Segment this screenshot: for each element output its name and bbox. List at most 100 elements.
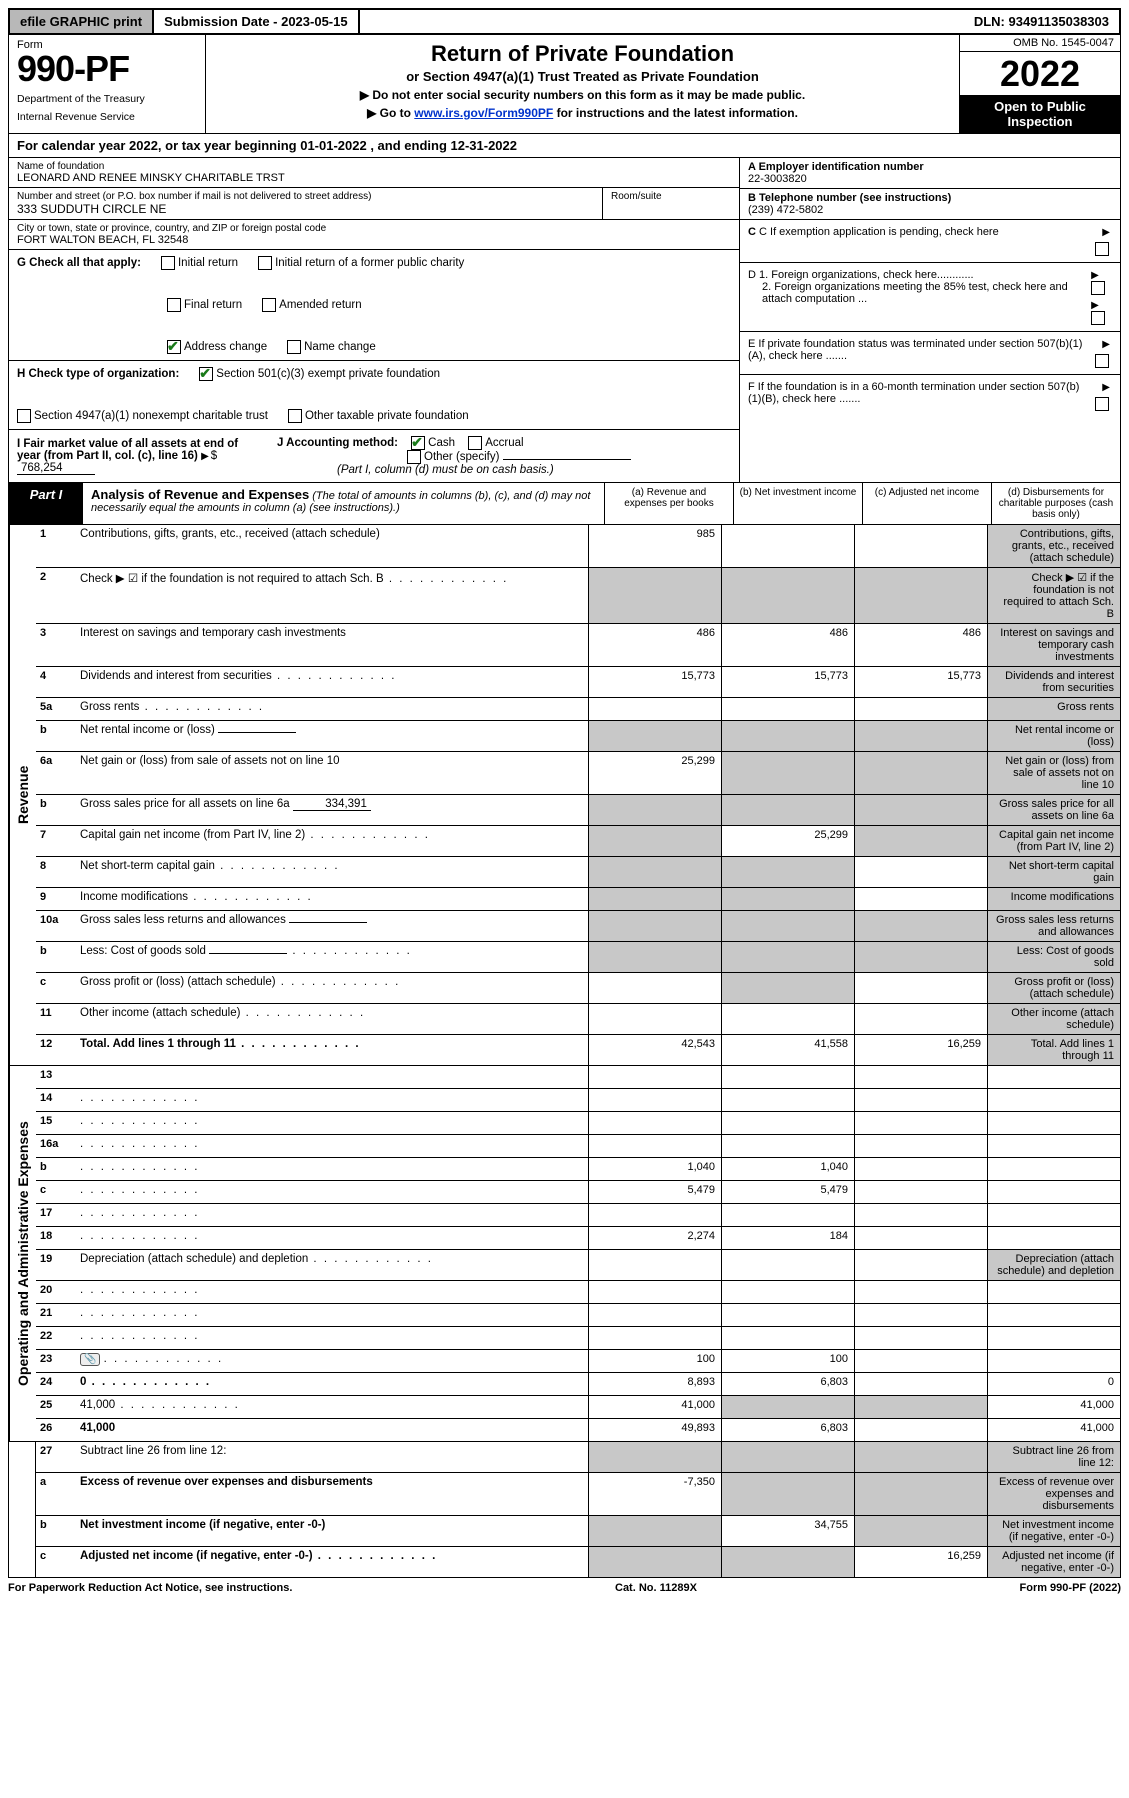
chk-f[interactable]: [1095, 397, 1109, 411]
amt-col-d: Adjusted net income (if negative, enter …: [987, 1547, 1120, 1577]
bottom-rows: 27Subtract line 26 from line 12:Subtract…: [36, 1442, 1120, 1577]
line-desc: [80, 1204, 588, 1226]
amt-col-b: 100: [721, 1350, 854, 1372]
line-number: a: [36, 1473, 80, 1515]
line-number: 22: [36, 1327, 80, 1349]
amt-col-c: 16,259: [854, 1035, 987, 1065]
part1-title: Analysis of Revenue and Expenses: [91, 487, 309, 502]
amt-col-c: [854, 911, 987, 941]
footer-left: For Paperwork Reduction Act Notice, see …: [8, 1582, 292, 1594]
table-row: 2Check ▶ ☑ if the foundation is not requ…: [36, 568, 1120, 624]
amt-col-c: [854, 1516, 987, 1546]
expense-rows: 13141516ab1,0401,040c5,4795,47917182,274…: [36, 1066, 1120, 1441]
amt-col-b: 5,479: [721, 1181, 854, 1203]
line-desc: [80, 1066, 588, 1088]
bottom-table: 27Subtract line 26 from line 12:Subtract…: [8, 1442, 1121, 1578]
chk-amended[interactable]: [262, 298, 276, 312]
d-box: D 1. Foreign organizations, check here..…: [740, 263, 1120, 332]
efile-print-button[interactable]: efile GRAPHIC print: [10, 10, 154, 33]
form990pf-link[interactable]: www.irs.gov/Form990PF: [414, 106, 553, 120]
chk-501c3[interactable]: [199, 367, 213, 381]
table-row: 6a Net gain or (loss) from sale of assets…: [36, 752, 1120, 795]
amt-col-d: Less: Cost of goods sold: [987, 942, 1120, 972]
line-desc: [80, 1181, 588, 1203]
attachment-icon[interactable]: 📎: [80, 1353, 100, 1366]
amt-col-b: [721, 888, 854, 910]
amt-col-d: [987, 1066, 1120, 1088]
part1-label: Part I: [9, 483, 83, 524]
entity-right: A Employer identification number 22-3003…: [739, 158, 1120, 482]
d1-label: D 1. Foreign organizations, check here..…: [748, 269, 974, 281]
amt-col-d: Net rental income or (loss): [987, 721, 1120, 751]
amt-col-d: Net investment income (if negative, ente…: [987, 1516, 1120, 1546]
line-desc: Dividends and interest from securities: [80, 667, 588, 697]
f-label: F If the foundation is in a 60-month ter…: [748, 381, 1087, 405]
amt-col-a: 49,893: [588, 1419, 721, 1441]
amt-col-b: [721, 1089, 854, 1111]
line-number: c: [36, 1181, 80, 1203]
amt-col-d: [987, 1181, 1120, 1203]
line-number: 6a: [36, 752, 80, 794]
line-desc: [80, 1135, 588, 1157]
table-row: 7Capital gain net income (from Part IV, …: [36, 826, 1120, 857]
amt-col-a: [588, 857, 721, 887]
addr-label: Number and street (or P.O. box number if…: [17, 191, 594, 202]
chk-accrual[interactable]: [468, 436, 482, 450]
j-accrual: Accrual: [485, 437, 523, 449]
g-opt-4: Address change: [184, 341, 267, 353]
amt-col-d: [987, 1158, 1120, 1180]
amt-col-d: 0: [987, 1373, 1120, 1395]
line-number: 4: [36, 667, 80, 697]
chk-address-change[interactable]: [167, 340, 181, 354]
chk-other-taxable[interactable]: [288, 409, 302, 423]
h-check-row: H Check type of organization: Section 50…: [9, 361, 739, 430]
amt-col-c: [854, 1442, 987, 1472]
j-label: J Accounting method:: [277, 437, 398, 449]
chk-d2[interactable]: [1091, 311, 1105, 325]
line-desc: [80, 1327, 588, 1349]
table-row: 15: [36, 1112, 1120, 1135]
amt-col-b: [721, 1112, 854, 1134]
amt-col-a: 486: [588, 624, 721, 666]
chk-cash[interactable]: [411, 436, 425, 450]
amt-col-c: [854, 1181, 987, 1203]
amt-col-a: [588, 1135, 721, 1157]
form-header: Form 990-PF Department of the Treasury I…: [8, 35, 1121, 134]
amt-col-d: Net gain or (loss) from sale of assets n…: [987, 752, 1120, 794]
amt-col-a: 1,040: [588, 1158, 721, 1180]
line-desc: [80, 1089, 588, 1111]
chk-e[interactable]: [1095, 354, 1109, 368]
amt-col-a: [588, 1250, 721, 1280]
chk-4947[interactable]: [17, 409, 31, 423]
amt-col-b: 486: [721, 624, 854, 666]
amt-col-b: [721, 525, 854, 567]
note2-post: for instructions and the latest informat…: [553, 106, 798, 120]
chk-name-change[interactable]: [287, 340, 301, 354]
chk-d1[interactable]: [1091, 281, 1105, 295]
h-opt-1: Section 4947(a)(1) nonexempt charitable …: [34, 410, 268, 422]
amt-col-a: [588, 1004, 721, 1034]
fmv-value: 768,254: [17, 462, 95, 475]
amt-col-d: Gross sales less returns and allowances: [987, 911, 1120, 941]
revenue-rows: 1Contributions, gifts, grants, etc., rec…: [36, 525, 1120, 1065]
amt-col-d: Income modifications: [987, 888, 1120, 910]
line-desc: Gross sales price for all assets on line…: [80, 795, 588, 825]
amt-col-c: [854, 721, 987, 751]
chk-final-return[interactable]: [167, 298, 181, 312]
line-desc: Subtract line 26 from line 12:: [80, 1442, 588, 1472]
chk-initial-former[interactable]: [258, 256, 272, 270]
e-box: E If private foundation status was termi…: [740, 332, 1120, 375]
amt-col-b: [721, 1327, 854, 1349]
chk-initial-return[interactable]: [161, 256, 175, 270]
amt-col-c: [854, 1250, 987, 1280]
amt-col-a: [588, 698, 721, 720]
chk-c[interactable]: [1095, 242, 1109, 256]
amt-col-d: Total. Add lines 1 through 11: [987, 1035, 1120, 1065]
chk-other-method[interactable]: [407, 450, 421, 464]
tax-year: 2022: [960, 52, 1120, 95]
table-row: 21: [36, 1304, 1120, 1327]
amt-col-d: Other income (attach schedule): [987, 1004, 1120, 1034]
ein-cell: A Employer identification number 22-3003…: [740, 158, 1120, 189]
amt-col-d: [987, 1281, 1120, 1303]
ein-label: A Employer identification number: [748, 161, 924, 173]
